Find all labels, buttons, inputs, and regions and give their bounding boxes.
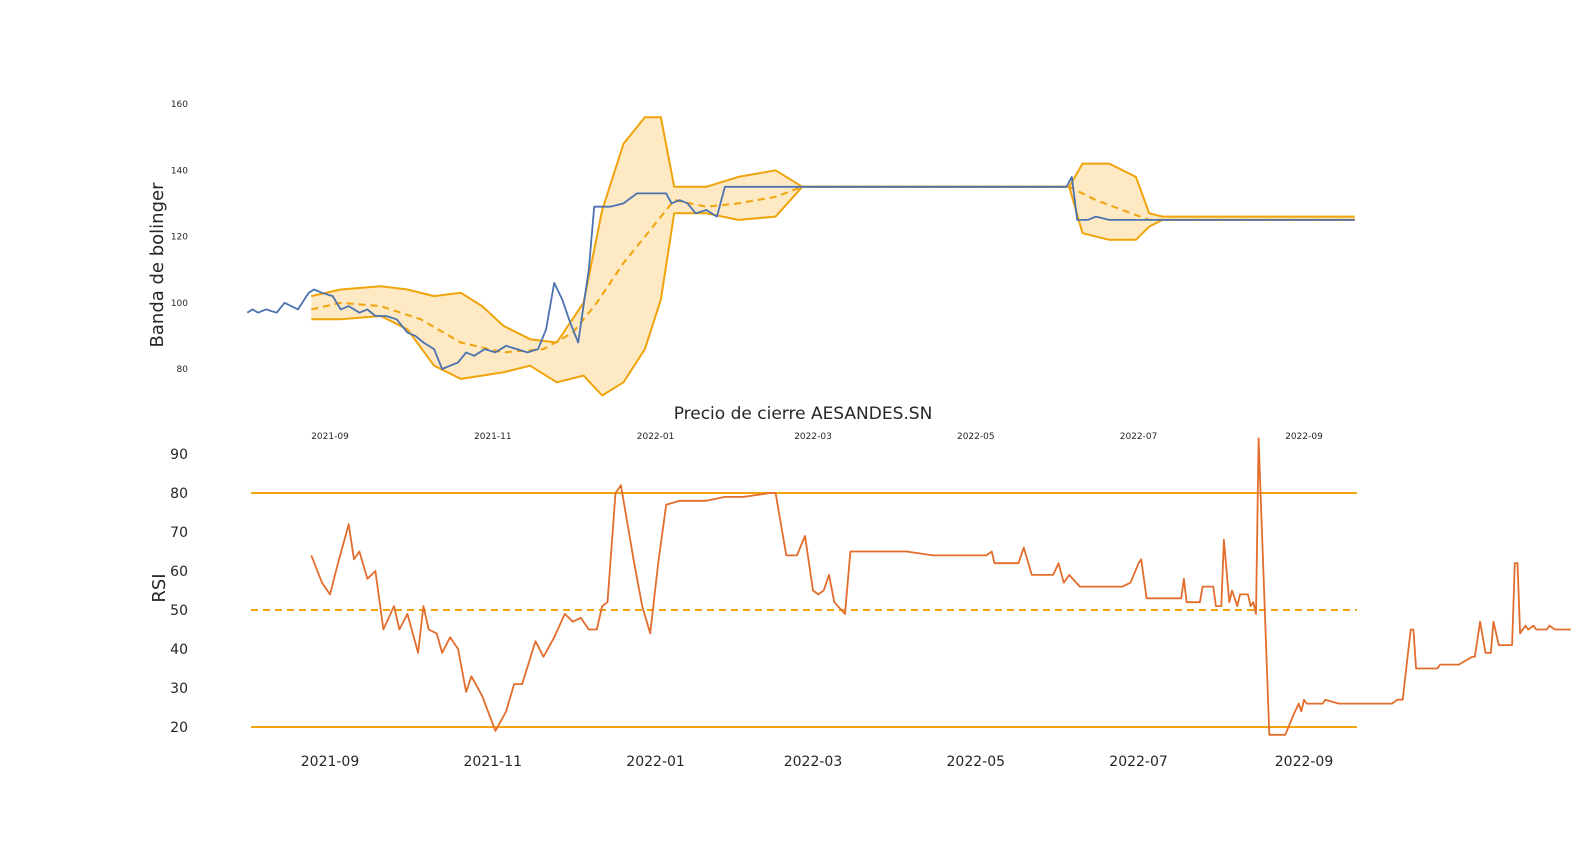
- rsi-y-axis-label: RSI: [149, 573, 170, 602]
- rsi-x-ticks: 2021-09 2021-11 2022-01 2022-03 2022-05 2022-…: [301, 754, 1334, 770]
- rsi-y-tick-label: 50: [170, 603, 188, 619]
- rsi-x-tick-label: 2022-05: [947, 754, 1006, 770]
- close-price-line: [246, 176, 1355, 370]
- rsi-x-tick-label: 2022-01: [626, 754, 685, 770]
- bollinger-x-tick-label: 2022-09: [1285, 432, 1323, 442]
- rsi-y-tick-label: 40: [170, 642, 188, 658]
- rsi-panel: RSI 20 30 40 50 60 70 80 90 2021-09 2021-11 2022-…: [149, 437, 1571, 770]
- rsi-y-tick-label: 70: [170, 525, 188, 541]
- lower-band-line: [311, 185, 1355, 397]
- rsi-y-ticks: 20 30 40 50 60 70 80 90: [170, 447, 188, 736]
- bollinger-y-ticks: 80 100 120 140 160: [171, 100, 188, 375]
- rsi-x-tick-label: 2022-03: [784, 754, 843, 770]
- bollinger-panel: Banda de bolinger Precio de cierre AESAN…: [147, 100, 1355, 442]
- bollinger-y-axis-label: Banda de bolinger: [147, 182, 168, 348]
- rsi-y-tick-label: 90: [170, 447, 188, 463]
- bollinger-x-tick-label: 2022-07: [1120, 432, 1158, 442]
- rsi-x-tick-label: 2021-09: [301, 754, 360, 770]
- bollinger-y-tick-label: 100: [171, 299, 188, 309]
- bollinger-x-ticks: 2021-09 2021-11 2022-01 2022-03 2022-05 2022-…: [311, 432, 1323, 442]
- rsi-y-tick-label: 20: [170, 720, 188, 736]
- bollinger-x-tick-label: 2022-03: [794, 432, 832, 442]
- rsi-y-tick-label: 80: [170, 486, 188, 502]
- chart-title: Precio de cierre AESANDES.SN: [674, 404, 933, 424]
- rsi-y-tick-label: 30: [170, 681, 188, 697]
- bollinger-marks: [246, 116, 1355, 397]
- moving-average-line: [311, 185, 1355, 354]
- bollinger-y-tick-label: 160: [171, 100, 188, 110]
- bollinger-y-tick-label: 120: [171, 233, 188, 243]
- bollinger-x-tick-label: 2022-05: [957, 432, 995, 442]
- bollinger-y-tick-label: 140: [171, 166, 188, 176]
- upper-band-line: [311, 116, 1355, 344]
- bollinger-x-tick-label: 2021-09: [311, 432, 349, 442]
- rsi-x-tick-label: 2022-07: [1109, 754, 1168, 770]
- rsi-marks: [251, 437, 1571, 736]
- bollinger-x-tick-label: 2022-01: [637, 432, 675, 442]
- rsi-y-tick-label: 60: [170, 564, 188, 580]
- rsi-line: [310, 437, 1571, 736]
- rsi-x-tick-label: 2022-09: [1275, 754, 1334, 770]
- bollinger-y-tick-label: 80: [177, 365, 189, 375]
- rsi-x-tick-label: 2021-11: [464, 754, 523, 770]
- bollinger-x-tick-label: 2021-11: [474, 432, 512, 442]
